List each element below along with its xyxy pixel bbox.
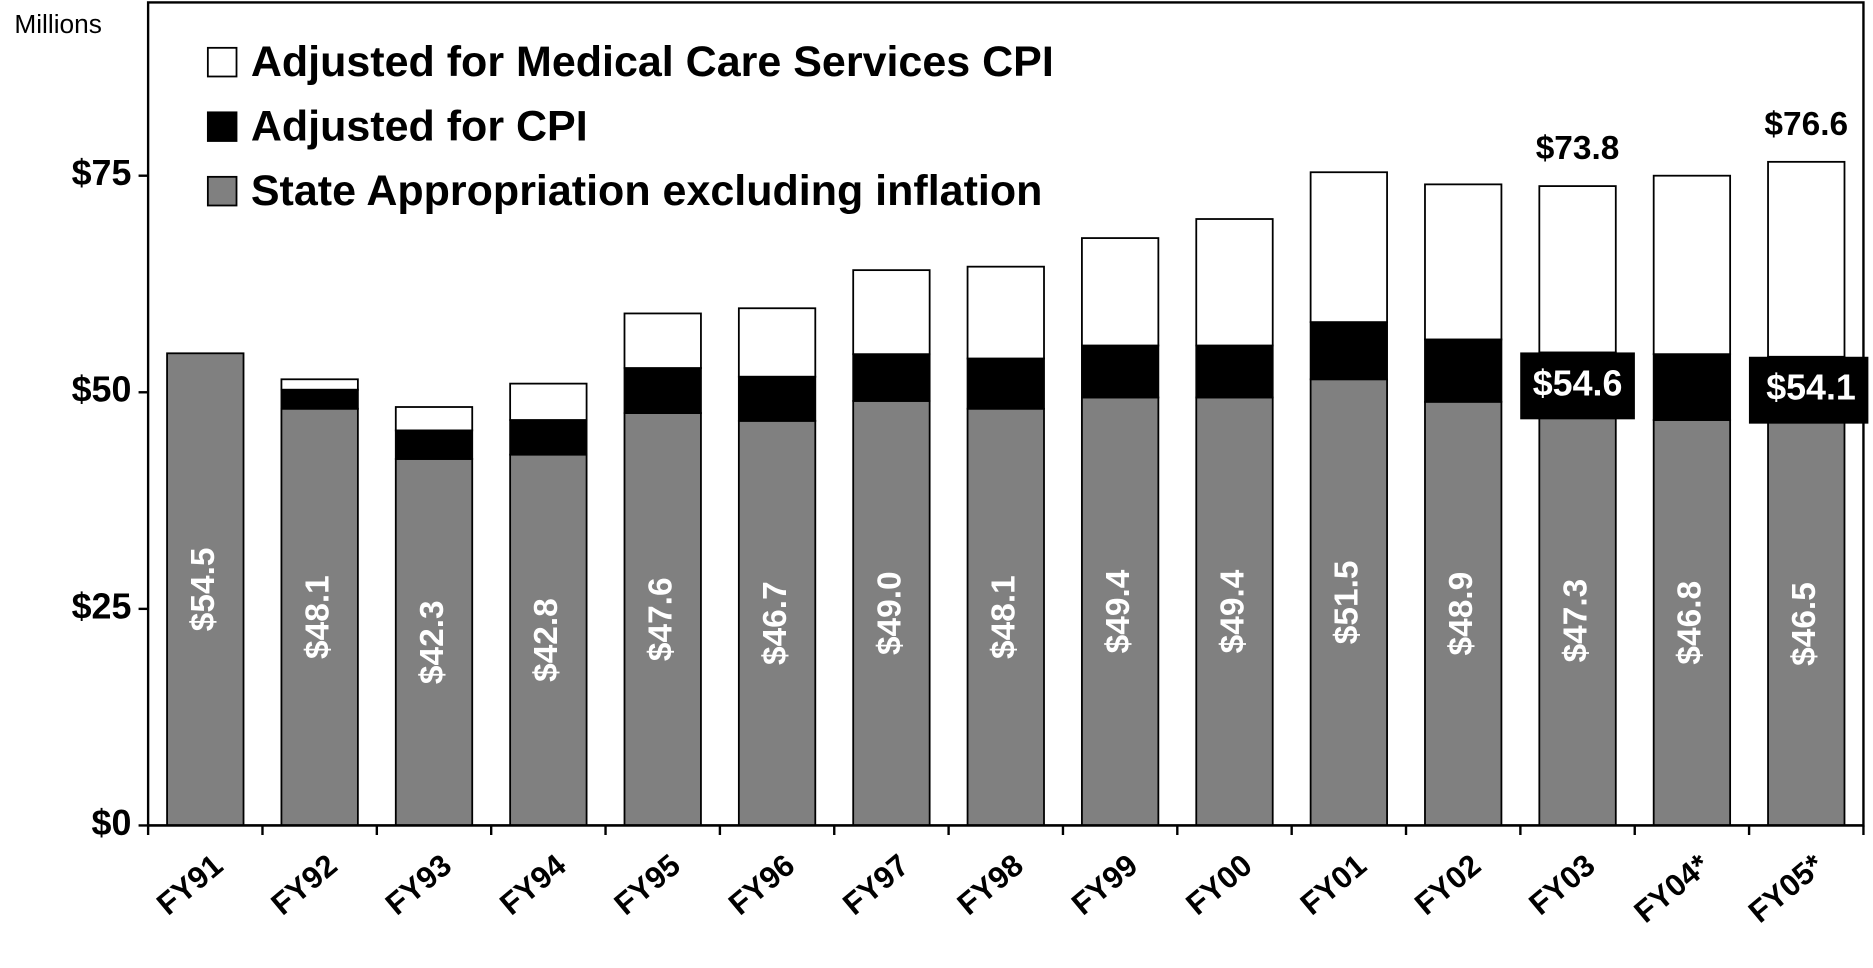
bar-segment [1081,237,1160,347]
bar-segment [737,307,817,378]
bar-segment [1309,378,1388,827]
bar-segment [852,353,931,402]
bar-segment [623,367,702,414]
unit-label: Millions [14,9,102,39]
bar-segment [509,382,588,421]
legend-swatch [206,111,238,142]
bar-segment [737,419,817,827]
bar-value-label: $48.9 [1443,572,1480,656]
annotation-label: $54.6 [1533,363,1623,403]
bar-segment [1195,218,1274,347]
legend-swatch [206,175,238,207]
annotation-label: $76.6 [1764,106,1848,143]
bar-segment [1538,185,1617,354]
bar-value-label: $47.3 [1557,579,1594,663]
y-tick-label: $50 [72,370,132,410]
x-tick-label: FY96 [722,847,801,922]
legend-label: State Appropriation excluding inflation [251,167,1043,215]
bar-value-label: $42.3 [414,600,451,684]
bar-segment [166,352,245,827]
x-tick-label: FY95 [607,847,686,922]
bar-segment [1424,183,1503,341]
bar-segment [1424,338,1503,403]
bar-value-label: $46.8 [1672,581,1709,665]
y-tick-label: $0 [92,803,132,843]
x-tick-label: FY01 [1294,847,1373,922]
bar-value-label: $46.7 [757,581,794,665]
x-tick-label: FY00 [1179,847,1258,922]
bar-segment [1652,174,1732,356]
bar-segment [966,265,1045,360]
x-tick-label: FY98 [951,847,1030,922]
bar-segment [1081,396,1160,827]
bar-segment [1652,353,1732,421]
bar-segment [1767,160,1846,358]
legend-label: Adjusted for Medical Care Services CPI [251,38,1054,86]
x-tick-label: FY97 [836,847,915,922]
bar-segment [280,378,359,391]
bar-value-label: $48.1 [986,575,1023,659]
bar-value-label: $47.6 [643,577,680,661]
x-tick-label: FY02 [1408,847,1487,922]
bar-value-label: $49.4 [1214,569,1251,653]
bar-segment [394,406,474,432]
x-tick-label: FY99 [1065,847,1144,922]
bar-segment [1309,171,1388,324]
bar-segment [1309,321,1388,381]
x-tick-label: FY05* [1742,847,1831,930]
x-tick-label: FY93 [379,847,458,922]
legend-swatch [206,46,238,78]
bar-segment [509,419,588,456]
y-tick-label: $25 [72,586,132,626]
x-tick-label: FY92 [264,847,343,922]
bar-segment [1767,421,1846,827]
bar-segment [623,412,702,827]
bar-segment [852,269,931,356]
bar-segment [966,407,1045,827]
bar-segment [394,429,474,460]
bar-segment [1081,344,1160,399]
bar-segment [852,400,931,827]
bar-segment [966,357,1045,410]
x-tick-label: FY91 [150,847,229,922]
bar-segment [1652,419,1732,827]
y-tick-label: $75 [72,153,132,193]
legend-label: Adjusted for CPI [251,102,588,150]
x-tick-label: FY94 [493,847,573,922]
annotation-label: $54.1 [1766,368,1856,408]
x-tick-label: FY03 [1522,847,1601,922]
bar-segment [623,312,702,369]
bar-value-label: $49.4 [1100,569,1137,653]
annotation-label: $73.8 [1536,130,1620,167]
x-tick-label: FY04* [1627,847,1716,930]
bar-segment [737,375,817,422]
bar-segment [1424,400,1503,827]
annotation-box [1520,352,1635,420]
bar-value-label: $54.5 [185,548,222,632]
bar-value-label: $49.0 [871,571,908,655]
bar-segment [509,453,588,827]
bar-value-label: $48.1 [299,575,336,659]
bar-segment [1195,344,1274,399]
bar-value-label: $51.5 [1329,561,1366,645]
bar-segment [280,388,359,410]
bar-value-label: $46.5 [1786,582,1823,666]
bar-value-label: $42.8 [528,598,565,682]
bar-segment [394,458,474,827]
annotation-box [1748,356,1869,424]
